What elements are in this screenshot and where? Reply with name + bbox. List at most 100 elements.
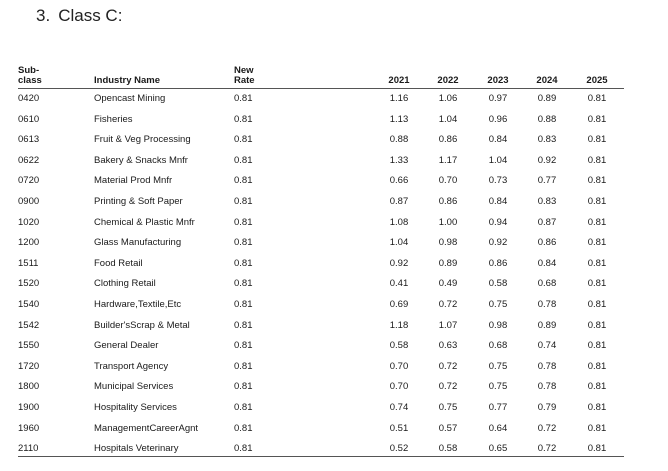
cell-2025: 0.81 <box>587 443 607 455</box>
header-year-2024: 2024 <box>536 75 558 86</box>
cell-2023: 0.58 <box>488 278 508 290</box>
cell-industry-name: Glass Manufacturing <box>94 237 182 249</box>
table-body: 0420 Opencast Mining 0.81 1.16 1.06 0.97 0.89 0… <box>18 89 624 460</box>
header-subclass-line2: class <box>18 75 42 86</box>
header-year-2023: 2023 <box>487 75 509 86</box>
cell-industry-name: Bakery & Snacks Mnfr <box>94 154 188 166</box>
cell-2022: 0.86 <box>438 195 458 207</box>
cell-2025: 0.81 <box>587 216 607 228</box>
table-row: 0622 Bakery & Snacks Mnfr 0.81 1.33 1.17 1.04… <box>18 151 624 172</box>
header-year-2022: 2022 <box>437 75 459 86</box>
cell-2021: 0.69 <box>389 298 409 310</box>
cell-2024: 0.86 <box>537 237 557 249</box>
cell-subclass: 0613 <box>18 134 40 146</box>
cell-subclass: 0622 <box>18 154 40 166</box>
cell-new-rate: 0.81 <box>234 360 253 372</box>
cell-2022: 0.70 <box>438 175 458 187</box>
table-row: 0720 Material Prod Mnfr 0.81 0.66 0.70 0.73 0.… <box>18 171 624 192</box>
cell-new-rate: 0.81 <box>234 195 253 207</box>
cell-2022: 1.17 <box>438 154 458 166</box>
cell-2023: 0.65 <box>488 443 508 455</box>
cell-industry-name: ManagementCareerAgnt <box>94 422 199 434</box>
cell-2024: 0.72 <box>537 422 557 434</box>
cell-2023: 0.64 <box>488 422 508 434</box>
cell-new-rate: 0.81 <box>234 319 253 331</box>
cell-2024: 0.89 <box>537 319 557 331</box>
table-row: 1550 General Dealer 0.81 0.58 0.63 0.68 0.74 0.… <box>18 336 624 357</box>
header-new-rate: New Rate <box>234 66 255 86</box>
cell-2024: 0.83 <box>537 134 557 146</box>
cell-2022: 0.98 <box>438 237 458 249</box>
cell-new-rate: 0.81 <box>234 298 253 310</box>
cell-2023: 0.75 <box>488 381 508 393</box>
cell-industry-name: Transport Agency <box>94 360 169 372</box>
cell-2024: 0.87 <box>537 216 557 228</box>
cell-2024: 0.89 <box>537 93 557 104</box>
cell-new-rate: 0.81 <box>234 340 253 352</box>
cell-2024: 0.77 <box>537 175 557 187</box>
header-subclass: Sub- class <box>18 66 42 86</box>
cell-2025: 0.81 <box>587 298 607 310</box>
cell-2021: 1.13 <box>389 113 409 125</box>
cell-2021: 1.08 <box>389 216 409 228</box>
cell-2022: 0.63 <box>438 340 458 352</box>
cell-2022: 0.72 <box>438 381 458 393</box>
cell-2021: 0.52 <box>389 443 409 455</box>
cell-industry-name: Fruit & Veg Processing <box>94 134 191 146</box>
cell-subclass: 1542 <box>18 319 40 331</box>
header-rate-line2: Rate <box>234 75 255 86</box>
table-row: 0610 Fisheries 0.81 1.13 1.04 0.96 0.88 0.81 <box>18 110 624 131</box>
cell-subclass: 1720 <box>18 360 40 372</box>
cell-2024: 0.72 <box>537 443 557 455</box>
cell-2022: 1.06 <box>438 93 458 104</box>
header-subclass-line1: Sub- <box>18 65 40 76</box>
cell-2022: 0.86 <box>438 134 458 146</box>
table-row: 0900 Printing & Soft Paper 0.81 0.87 0.86 0.8… <box>18 192 624 213</box>
cell-2025: 0.81 <box>587 134 607 146</box>
cell-subclass: 1540 <box>18 298 40 310</box>
cell-subclass: 0420 <box>18 93 40 104</box>
cell-subclass: 1020 <box>18 216 40 228</box>
cell-2021: 1.33 <box>389 154 409 166</box>
table-row: 1800 Municipal Services 0.81 0.70 0.72 0.75 0.… <box>18 377 624 398</box>
cell-industry-name: Material Prod Mnfr <box>94 175 173 187</box>
cell-2021: 0.74 <box>389 401 409 413</box>
cell-2023: 0.84 <box>488 134 508 146</box>
cell-new-rate: 0.81 <box>234 443 253 455</box>
cell-2023: 0.68 <box>488 340 508 352</box>
cell-new-rate: 0.81 <box>234 154 253 166</box>
cell-2021: 0.51 <box>389 422 409 434</box>
header-industry-name: Industry Name <box>94 75 160 86</box>
cell-2022: 0.72 <box>438 360 458 372</box>
cell-industry-name: Municipal Services <box>94 381 174 393</box>
cell-2025: 0.81 <box>587 360 607 372</box>
cell-new-rate: 0.81 <box>234 278 253 290</box>
cell-2023: 0.77 <box>488 401 508 413</box>
cell-2021: 0.87 <box>389 195 409 207</box>
cell-2024: 0.83 <box>537 195 557 207</box>
cell-industry-name: Hospitality Services <box>94 401 177 413</box>
cell-new-rate: 0.81 <box>234 216 253 228</box>
cell-industry-name: Food Retail <box>94 257 143 269</box>
cell-2021: 0.70 <box>389 381 409 393</box>
cell-2024: 0.78 <box>537 298 557 310</box>
cell-industry-name: Chemical & Plastic Mnfr <box>94 216 195 228</box>
cell-industry-name: Fisheries <box>94 113 133 125</box>
table-row: 1520 Clothing Retail 0.81 0.41 0.49 0.58 0.68 0… <box>18 274 624 295</box>
table-row: 1200 Glass Manufacturing 0.81 1.04 0.98 0.92 0… <box>18 233 624 254</box>
cell-new-rate: 0.81 <box>234 422 253 434</box>
cell-2023: 0.84 <box>488 195 508 207</box>
cell-new-rate: 0.81 <box>234 175 253 187</box>
cell-2025: 0.81 <box>587 401 607 413</box>
table-row: 0420 Opencast Mining 0.81 1.16 1.06 0.97 0.89 0… <box>18 89 624 110</box>
cell-2024: 0.78 <box>537 360 557 372</box>
header-year-2025: 2025 <box>586 75 608 86</box>
cell-2023: 0.97 <box>488 93 508 104</box>
table-bottom-rule <box>18 456 624 457</box>
cell-2022: 0.75 <box>438 401 458 413</box>
cell-2023: 0.96 <box>488 113 508 125</box>
section-title: Class C: <box>58 6 123 25</box>
cell-2023: 0.75 <box>488 298 508 310</box>
cell-2023: 0.98 <box>488 319 508 331</box>
cell-2022: 1.00 <box>438 216 458 228</box>
